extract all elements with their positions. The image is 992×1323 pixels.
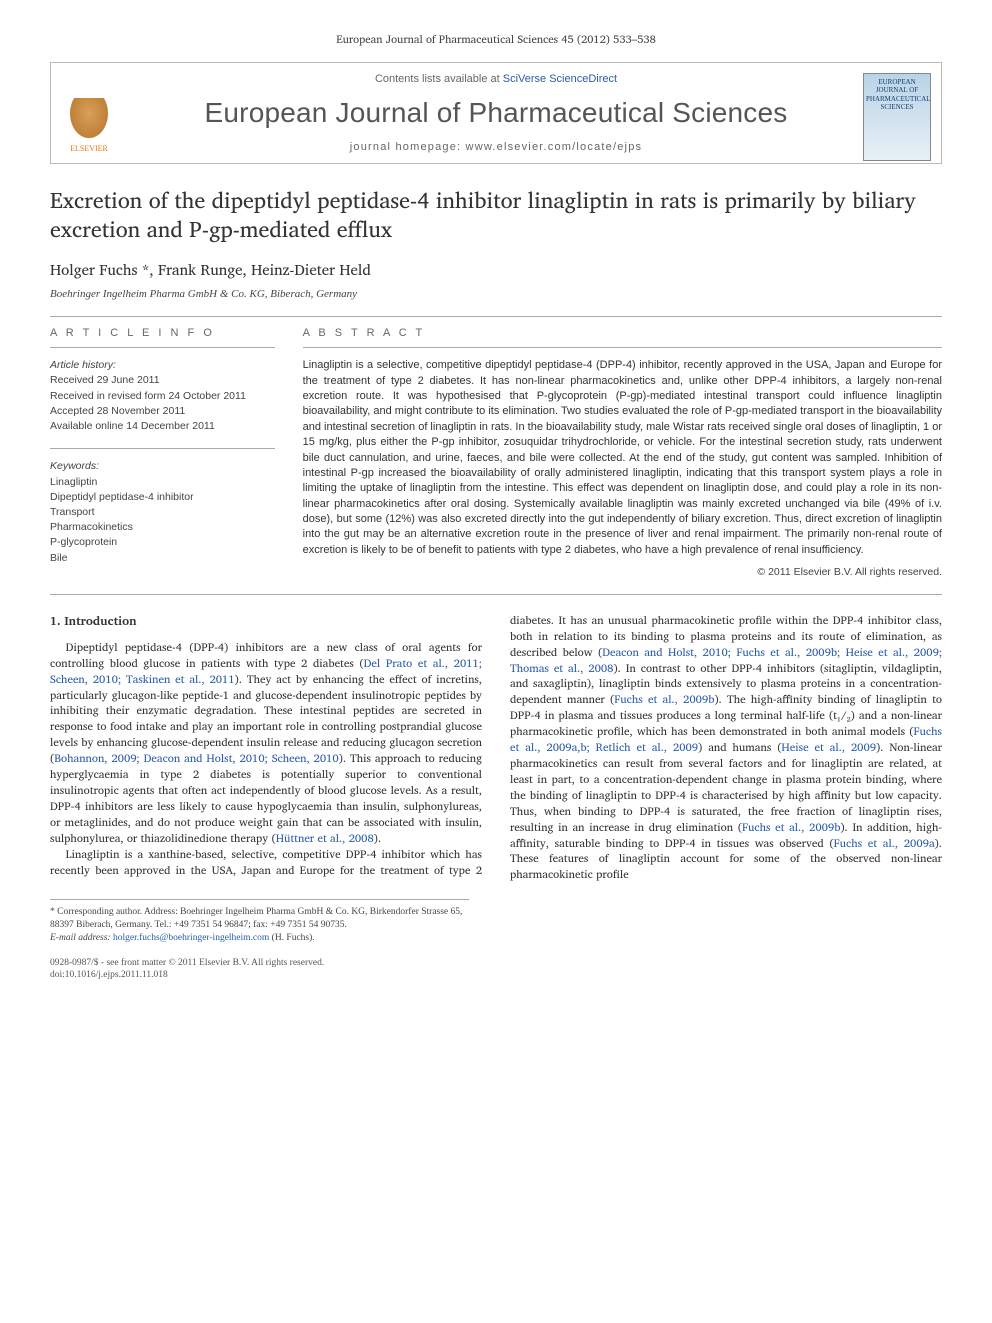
- history-online: Available online 14 December 2011: [50, 420, 215, 432]
- elsevier-tree-icon: [67, 98, 111, 142]
- running-head: European Journal of Pharmaceutical Scien…: [50, 30, 942, 48]
- article-info-column: A R T I C L E I N F O Article history: R…: [50, 327, 275, 580]
- info-abstract-row: A R T I C L E I N F O Article history: R…: [50, 327, 942, 580]
- keyword: P-glycoprotein: [50, 536, 117, 548]
- keyword: Linagliptin: [50, 476, 97, 488]
- corresponding-author-note: * Corresponding author. Address: Boehrin…: [50, 906, 469, 932]
- sciencedirect-link[interactable]: SciVerse ScienceDirect: [503, 73, 617, 85]
- body-columns: 1. Introduction Dipeptidyl peptidase-4 (…: [50, 613, 942, 883]
- history-received: Received 29 June 2011: [50, 374, 160, 386]
- email-line: E-mail address: holger.fuchs@boehringer-…: [50, 932, 469, 945]
- journal-title: European Journal of Pharmaceutical Scien…: [65, 97, 927, 129]
- email-suffix: (H. Fuchs).: [269, 933, 314, 943]
- abstract-column: A B S T R A C T Linagliptin is a selecti…: [303, 327, 942, 580]
- section-heading-introduction: 1. Introduction: [50, 613, 482, 630]
- cover-line2: PHARMACEUTICAL SCIENCES: [866, 95, 928, 112]
- publisher-label: ELSEVIER: [70, 144, 108, 153]
- homepage-url[interactable]: www.elsevier.com/locate/ejps: [466, 141, 643, 153]
- intro-paragraph-1: Dipeptidyl peptidase-4 (DPP-4) inhibitor…: [50, 640, 482, 847]
- history-accepted: Accepted 28 November 2011: [50, 405, 185, 417]
- footnotes: * Corresponding author. Address: Boehrin…: [50, 899, 469, 944]
- publisher-logo: ELSEVIER: [61, 98, 117, 153]
- rule: [50, 594, 942, 595]
- email-label: E-mail address:: [50, 933, 113, 943]
- article-history: Article history: Received 29 June 2011 R…: [50, 358, 275, 434]
- keywords-heading: Keywords:: [50, 460, 99, 472]
- homepage-prefix: journal homepage:: [350, 141, 466, 153]
- doi-line: doi:10.1016/j.ejps.2011.11.018: [50, 969, 942, 982]
- cover-line1: EUROPEAN JOURNAL OF: [866, 78, 928, 95]
- rule: [50, 316, 942, 317]
- keyword: Bile: [50, 552, 68, 564]
- journal-homepage: journal homepage: www.elsevier.com/locat…: [65, 141, 927, 153]
- abstract-label: A B S T R A C T: [303, 327, 942, 339]
- journal-cover-thumbnail: EUROPEAN JOURNAL OF PHARMACEUTICAL SCIEN…: [863, 73, 931, 161]
- rule: [303, 347, 942, 348]
- history-heading: Article history:: [50, 359, 116, 371]
- front-matter-footer: 0928-0987/$ - see front matter © 2011 El…: [50, 957, 942, 983]
- history-revised: Received in revised form 24 October 2011: [50, 390, 246, 402]
- keyword: Pharmacokinetics: [50, 521, 133, 533]
- contents-prefix: Contents lists available at: [375, 73, 503, 85]
- abstract-copyright: © 2011 Elsevier B.V. All rights reserved…: [303, 566, 942, 578]
- authors: Holger Fuchs *, Frank Runge, Heinz-Diete…: [50, 257, 942, 282]
- issn-line: 0928-0987/$ - see front matter © 2011 El…: [50, 957, 942, 970]
- journal-header-box: ELSEVIER EUROPEAN JOURNAL OF PHARMACEUTI…: [50, 62, 942, 164]
- rule: [50, 347, 275, 348]
- article-info-label: A R T I C L E I N F O: [50, 327, 275, 339]
- rule: [50, 448, 275, 449]
- paper-title: Excretion of the dipeptidyl peptidase-4 …: [50, 186, 942, 243]
- author-email[interactable]: holger.fuchs@boehringer-ingelheim.com: [113, 933, 269, 943]
- abstract-text: Linagliptin is a selective, competitive …: [303, 358, 942, 558]
- contents-line: Contents lists available at SciVerse Sci…: [65, 73, 927, 85]
- affiliation: Boehringer Ingelheim Pharma GmbH & Co. K…: [50, 288, 942, 300]
- keyword: Dipeptidyl peptidase-4 inhibitor: [50, 491, 194, 503]
- keywords-block: Keywords: Linagliptin Dipeptidyl peptida…: [50, 459, 275, 566]
- keyword: Transport: [50, 506, 95, 518]
